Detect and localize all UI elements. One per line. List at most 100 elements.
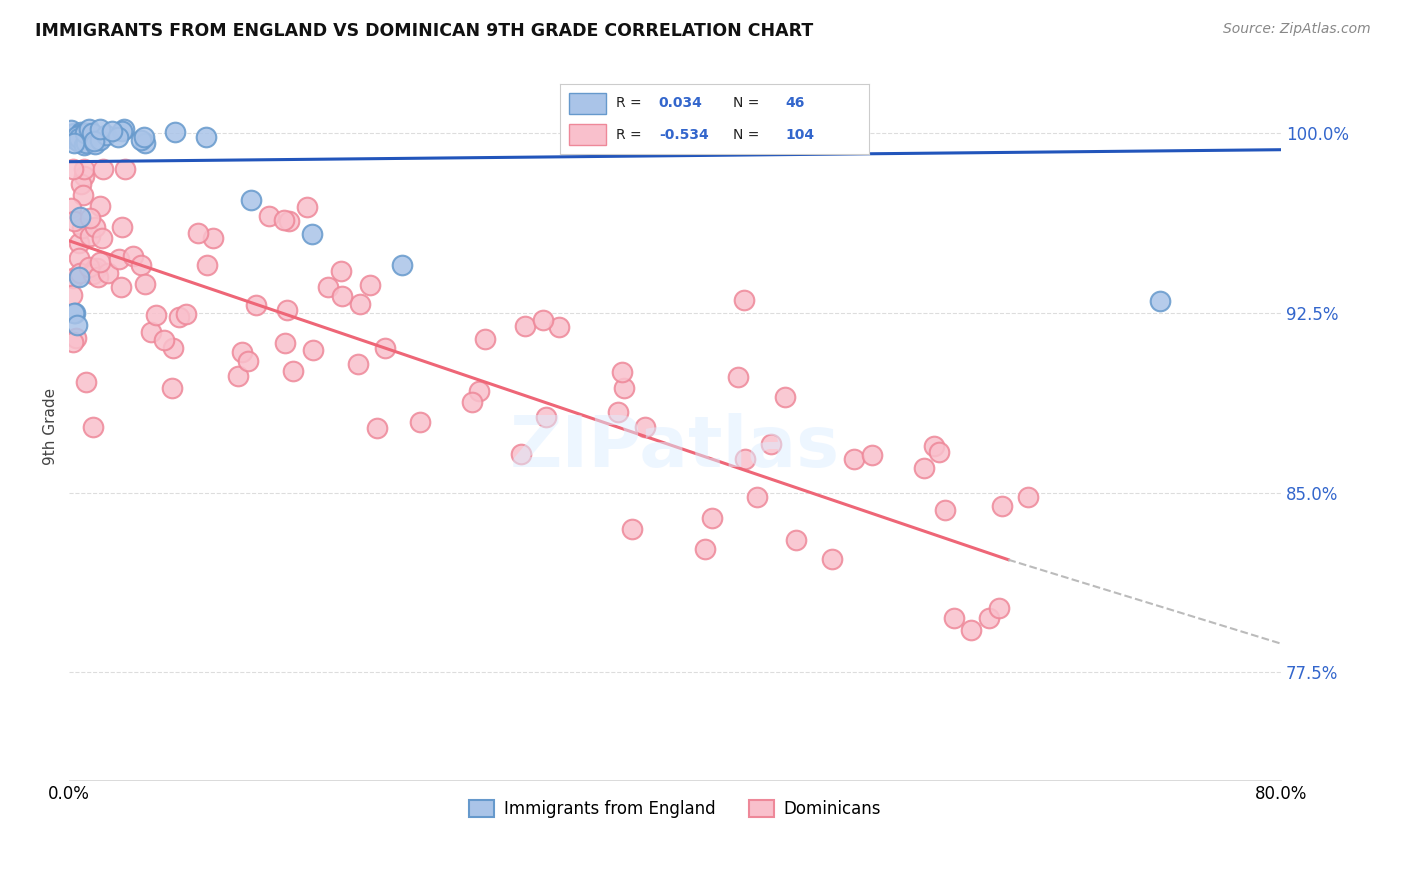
Point — [114, 161, 136, 176]
Point — [547, 320, 569, 334]
Point — [60, 201, 83, 215]
Point — [366, 421, 388, 435]
Point — [912, 461, 935, 475]
Point — [65, 132, 87, 146]
Point — [734, 452, 756, 467]
Point — [821, 551, 844, 566]
Point — [928, 444, 950, 458]
Point — [62, 131, 84, 145]
Point — [60, 130, 83, 145]
Point — [195, 258, 218, 272]
Point — [634, 420, 657, 434]
Point — [84, 219, 107, 234]
Point — [301, 227, 323, 241]
Point — [240, 193, 263, 207]
Point — [107, 252, 129, 266]
Point — [129, 133, 152, 147]
Point — [66, 318, 89, 332]
Point — [62, 335, 84, 350]
Point — [111, 219, 134, 234]
Point — [202, 231, 225, 245]
Point — [77, 260, 100, 274]
Point — [169, 310, 191, 324]
Point — [87, 270, 110, 285]
Point — [276, 302, 298, 317]
Point — [67, 252, 90, 266]
Point — [134, 277, 156, 291]
Point — [330, 289, 353, 303]
Point — [67, 269, 90, 284]
Point — [122, 249, 145, 263]
Point — [97, 267, 120, 281]
Point — [391, 258, 413, 272]
Point — [160, 381, 183, 395]
Point — [695, 542, 717, 557]
Point — [72, 188, 94, 202]
Point — [63, 126, 86, 140]
Point — [187, 226, 209, 240]
Point — [374, 341, 396, 355]
Point — [91, 230, 114, 244]
Point — [75, 136, 97, 151]
Point — [66, 129, 89, 144]
Point — [89, 199, 111, 213]
Point — [73, 161, 96, 176]
Point — [226, 368, 249, 383]
Point — [62, 271, 84, 285]
Point — [67, 135, 90, 149]
Point — [174, 307, 197, 321]
Point — [302, 343, 325, 357]
Point — [83, 263, 105, 277]
Point — [84, 136, 107, 151]
Point — [94, 128, 117, 142]
Point — [66, 130, 89, 145]
Point — [73, 126, 96, 140]
Point — [73, 137, 96, 152]
Point — [69, 128, 91, 142]
Point — [274, 335, 297, 350]
Point — [134, 130, 156, 145]
Point — [89, 255, 111, 269]
Y-axis label: 9th Grade: 9th Grade — [44, 388, 58, 466]
Point — [257, 209, 280, 223]
Point — [194, 129, 217, 144]
Point — [100, 124, 122, 138]
Point — [1017, 490, 1039, 504]
Point — [91, 161, 114, 176]
Point — [145, 308, 167, 322]
Point — [461, 394, 484, 409]
Point — [960, 623, 983, 637]
Point — [977, 611, 1000, 625]
Point — [80, 127, 103, 141]
Point — [988, 600, 1011, 615]
Point — [89, 121, 111, 136]
Point — [152, 333, 174, 347]
Point — [70, 221, 93, 235]
Point — [69, 177, 91, 191]
Point — [110, 280, 132, 294]
Point — [131, 258, 153, 272]
Point — [515, 318, 537, 333]
Point — [281, 364, 304, 378]
Point — [318, 280, 340, 294]
Point — [702, 511, 724, 525]
Point — [842, 451, 865, 466]
Point — [111, 123, 134, 137]
Point — [245, 298, 267, 312]
Point — [69, 210, 91, 224]
Point — [70, 131, 93, 145]
Point — [162, 341, 184, 355]
Point — [79, 229, 101, 244]
Point — [62, 127, 84, 141]
Point — [63, 306, 86, 320]
Point — [69, 266, 91, 280]
Point — [990, 500, 1012, 514]
Legend: Immigrants from England, Dominicans: Immigrants from England, Dominicans — [463, 794, 889, 825]
Point — [73, 169, 96, 183]
Point — [278, 214, 301, 228]
Point — [759, 437, 782, 451]
Point — [773, 390, 796, 404]
Point — [613, 381, 636, 395]
Point — [165, 125, 187, 139]
Point — [467, 384, 489, 398]
